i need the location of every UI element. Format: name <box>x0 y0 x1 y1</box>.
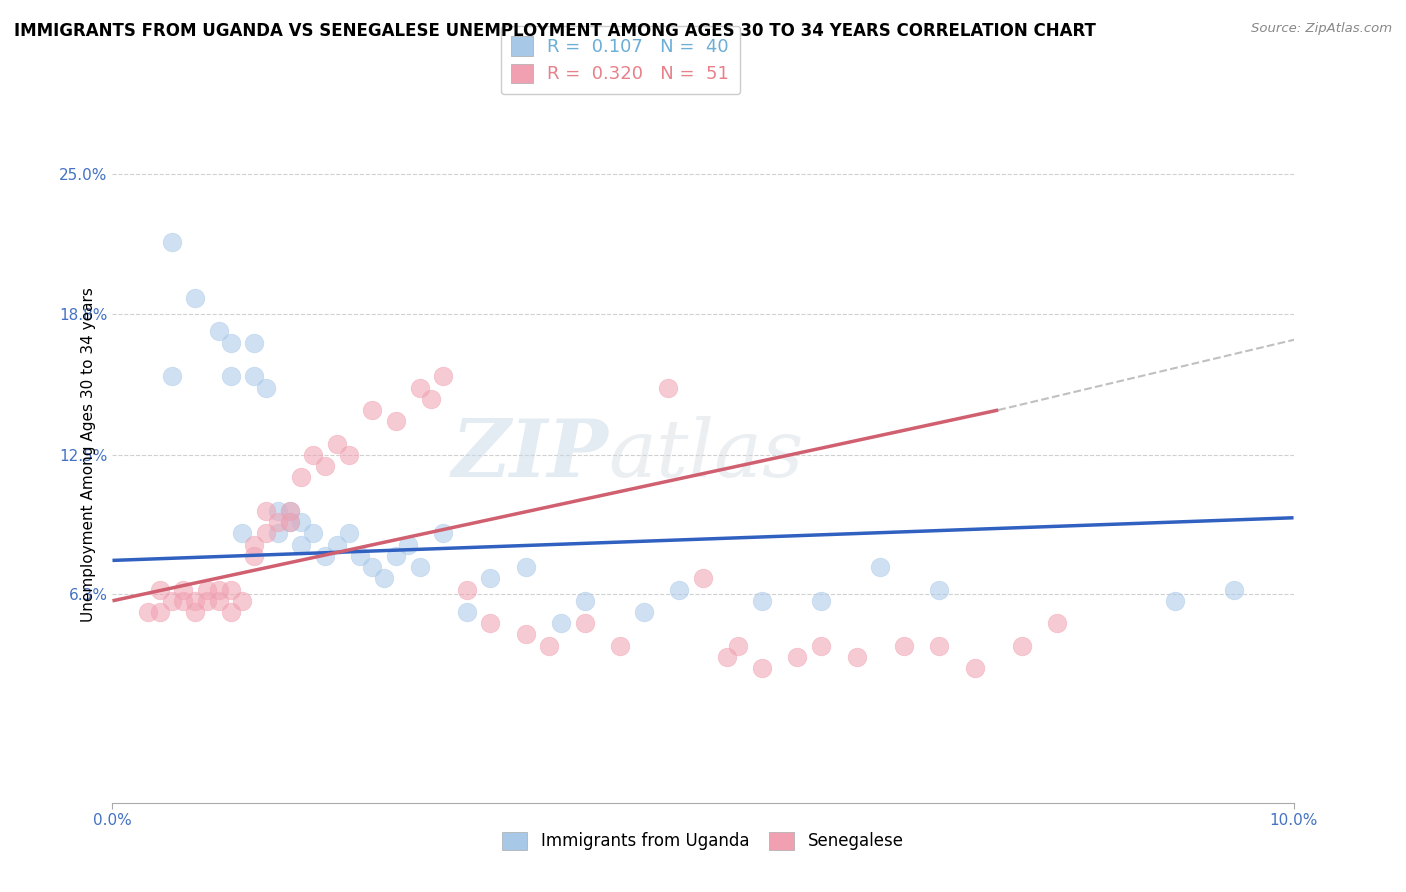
Point <box>267 515 290 529</box>
Point <box>267 526 290 541</box>
Point <box>420 392 443 406</box>
Point <box>314 549 336 563</box>
Point <box>160 235 183 249</box>
Point <box>408 560 430 574</box>
Point <box>574 594 596 608</box>
Text: ZIP: ZIP <box>451 417 609 493</box>
Point <box>692 571 714 585</box>
Point <box>172 594 194 608</box>
Point <box>195 594 218 608</box>
Point <box>314 459 336 474</box>
Point <box>373 571 395 585</box>
Legend: Immigrants from Uganda, Senegalese: Immigrants from Uganda, Senegalese <box>496 825 910 857</box>
Point <box>254 504 277 518</box>
Point <box>349 549 371 563</box>
Point <box>727 639 749 653</box>
Point <box>184 594 207 608</box>
Point <box>136 605 159 619</box>
Point <box>479 571 502 585</box>
Point <box>361 403 384 417</box>
Point <box>928 582 950 597</box>
Point <box>149 605 172 619</box>
Point <box>290 515 312 529</box>
Point <box>337 448 360 462</box>
Point <box>385 549 408 563</box>
Point <box>515 560 537 574</box>
Point <box>928 639 950 653</box>
Point <box>219 605 242 619</box>
Point <box>432 369 454 384</box>
Text: Source: ZipAtlas.com: Source: ZipAtlas.com <box>1251 22 1392 36</box>
Point <box>550 616 572 631</box>
Point <box>195 582 218 597</box>
Point <box>243 369 266 384</box>
Point <box>231 594 253 608</box>
Point <box>716 649 738 664</box>
Point <box>810 594 832 608</box>
Point <box>456 605 478 619</box>
Point <box>1046 616 1069 631</box>
Point <box>1164 594 1187 608</box>
Point <box>184 291 207 305</box>
Point <box>1011 639 1033 653</box>
Point <box>160 594 183 608</box>
Point <box>751 661 773 675</box>
Point <box>219 582 242 597</box>
Point <box>515 627 537 641</box>
Point <box>254 381 277 395</box>
Point <box>208 325 231 339</box>
Point <box>810 639 832 653</box>
Point <box>231 526 253 541</box>
Point <box>243 549 266 563</box>
Point <box>786 649 808 664</box>
Point <box>149 582 172 597</box>
Point <box>254 526 277 541</box>
Point <box>361 560 384 574</box>
Point <box>751 594 773 608</box>
Point <box>479 616 502 631</box>
Point <box>278 515 301 529</box>
Point <box>538 639 561 653</box>
Point <box>302 448 325 462</box>
Point <box>243 335 266 350</box>
Point <box>208 582 231 597</box>
Point <box>208 594 231 608</box>
Point <box>609 639 631 653</box>
Point <box>172 582 194 597</box>
Point <box>869 560 891 574</box>
Point <box>385 414 408 428</box>
Point <box>326 538 349 552</box>
Point <box>432 526 454 541</box>
Y-axis label: Unemployment Among Ages 30 to 34 years: Unemployment Among Ages 30 to 34 years <box>80 287 96 623</box>
Point <box>1223 582 1246 597</box>
Point <box>845 649 868 664</box>
Point <box>574 616 596 631</box>
Point <box>408 381 430 395</box>
Point <box>278 504 301 518</box>
Point <box>893 639 915 653</box>
Point <box>219 369 242 384</box>
Point <box>243 538 266 552</box>
Point <box>278 504 301 518</box>
Point <box>278 515 301 529</box>
Point <box>396 538 419 552</box>
Point <box>184 605 207 619</box>
Point <box>337 526 360 541</box>
Text: IMMIGRANTS FROM UGANDA VS SENEGALESE UNEMPLOYMENT AMONG AGES 30 TO 34 YEARS CORR: IMMIGRANTS FROM UGANDA VS SENEGALESE UNE… <box>14 22 1095 40</box>
Point <box>456 582 478 597</box>
Point <box>326 436 349 450</box>
Point <box>963 661 986 675</box>
Point <box>668 582 690 597</box>
Point <box>657 381 679 395</box>
Point <box>302 526 325 541</box>
Text: atlas: atlas <box>609 417 804 493</box>
Point <box>290 538 312 552</box>
Point <box>267 504 290 518</box>
Point <box>633 605 655 619</box>
Point <box>160 369 183 384</box>
Point <box>290 470 312 484</box>
Point <box>219 335 242 350</box>
